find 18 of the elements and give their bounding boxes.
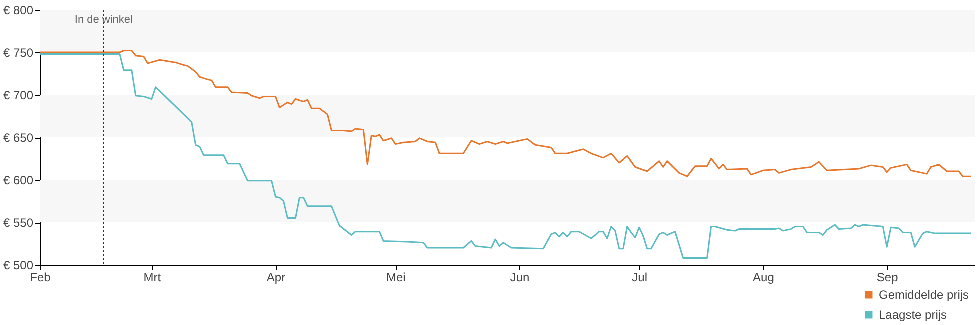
x-tick-label: Sep bbox=[876, 270, 899, 284]
y-tick-label: € 700 bbox=[3, 88, 34, 102]
y-tick-label: € 800 bbox=[3, 4, 34, 18]
y-tick-label: € 500 bbox=[3, 258, 34, 272]
ref-line-label: In de winkel bbox=[74, 14, 133, 26]
legend-label: Laagste prijs bbox=[879, 308, 948, 322]
x-tick-label: Mrt bbox=[144, 270, 162, 284]
x-tick-label: Apr bbox=[266, 270, 286, 284]
x-tick-label: Jun bbox=[510, 270, 530, 284]
x-tick-label: Aug bbox=[753, 270, 774, 284]
x-tick-label: Feb bbox=[30, 270, 52, 284]
x-tick-label: Jul bbox=[632, 270, 648, 284]
y-tick-label: € 550 bbox=[3, 216, 34, 230]
legend-label: Gemiddelde prijs bbox=[879, 288, 970, 302]
x-tick-label: Mei bbox=[386, 270, 406, 284]
y-tick-label: € 650 bbox=[3, 131, 34, 145]
y-tick-label: € 750 bbox=[3, 46, 34, 60]
y-tick-label: € 600 bbox=[3, 174, 34, 188]
